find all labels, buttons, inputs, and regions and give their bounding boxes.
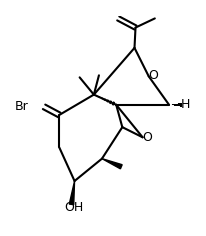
Text: H: H [181,98,190,111]
Text: O: O [149,69,158,82]
Polygon shape [102,159,122,169]
Text: O: O [142,131,152,144]
Text: OH: OH [64,201,83,214]
Polygon shape [69,181,75,205]
Text: Br: Br [15,100,29,113]
